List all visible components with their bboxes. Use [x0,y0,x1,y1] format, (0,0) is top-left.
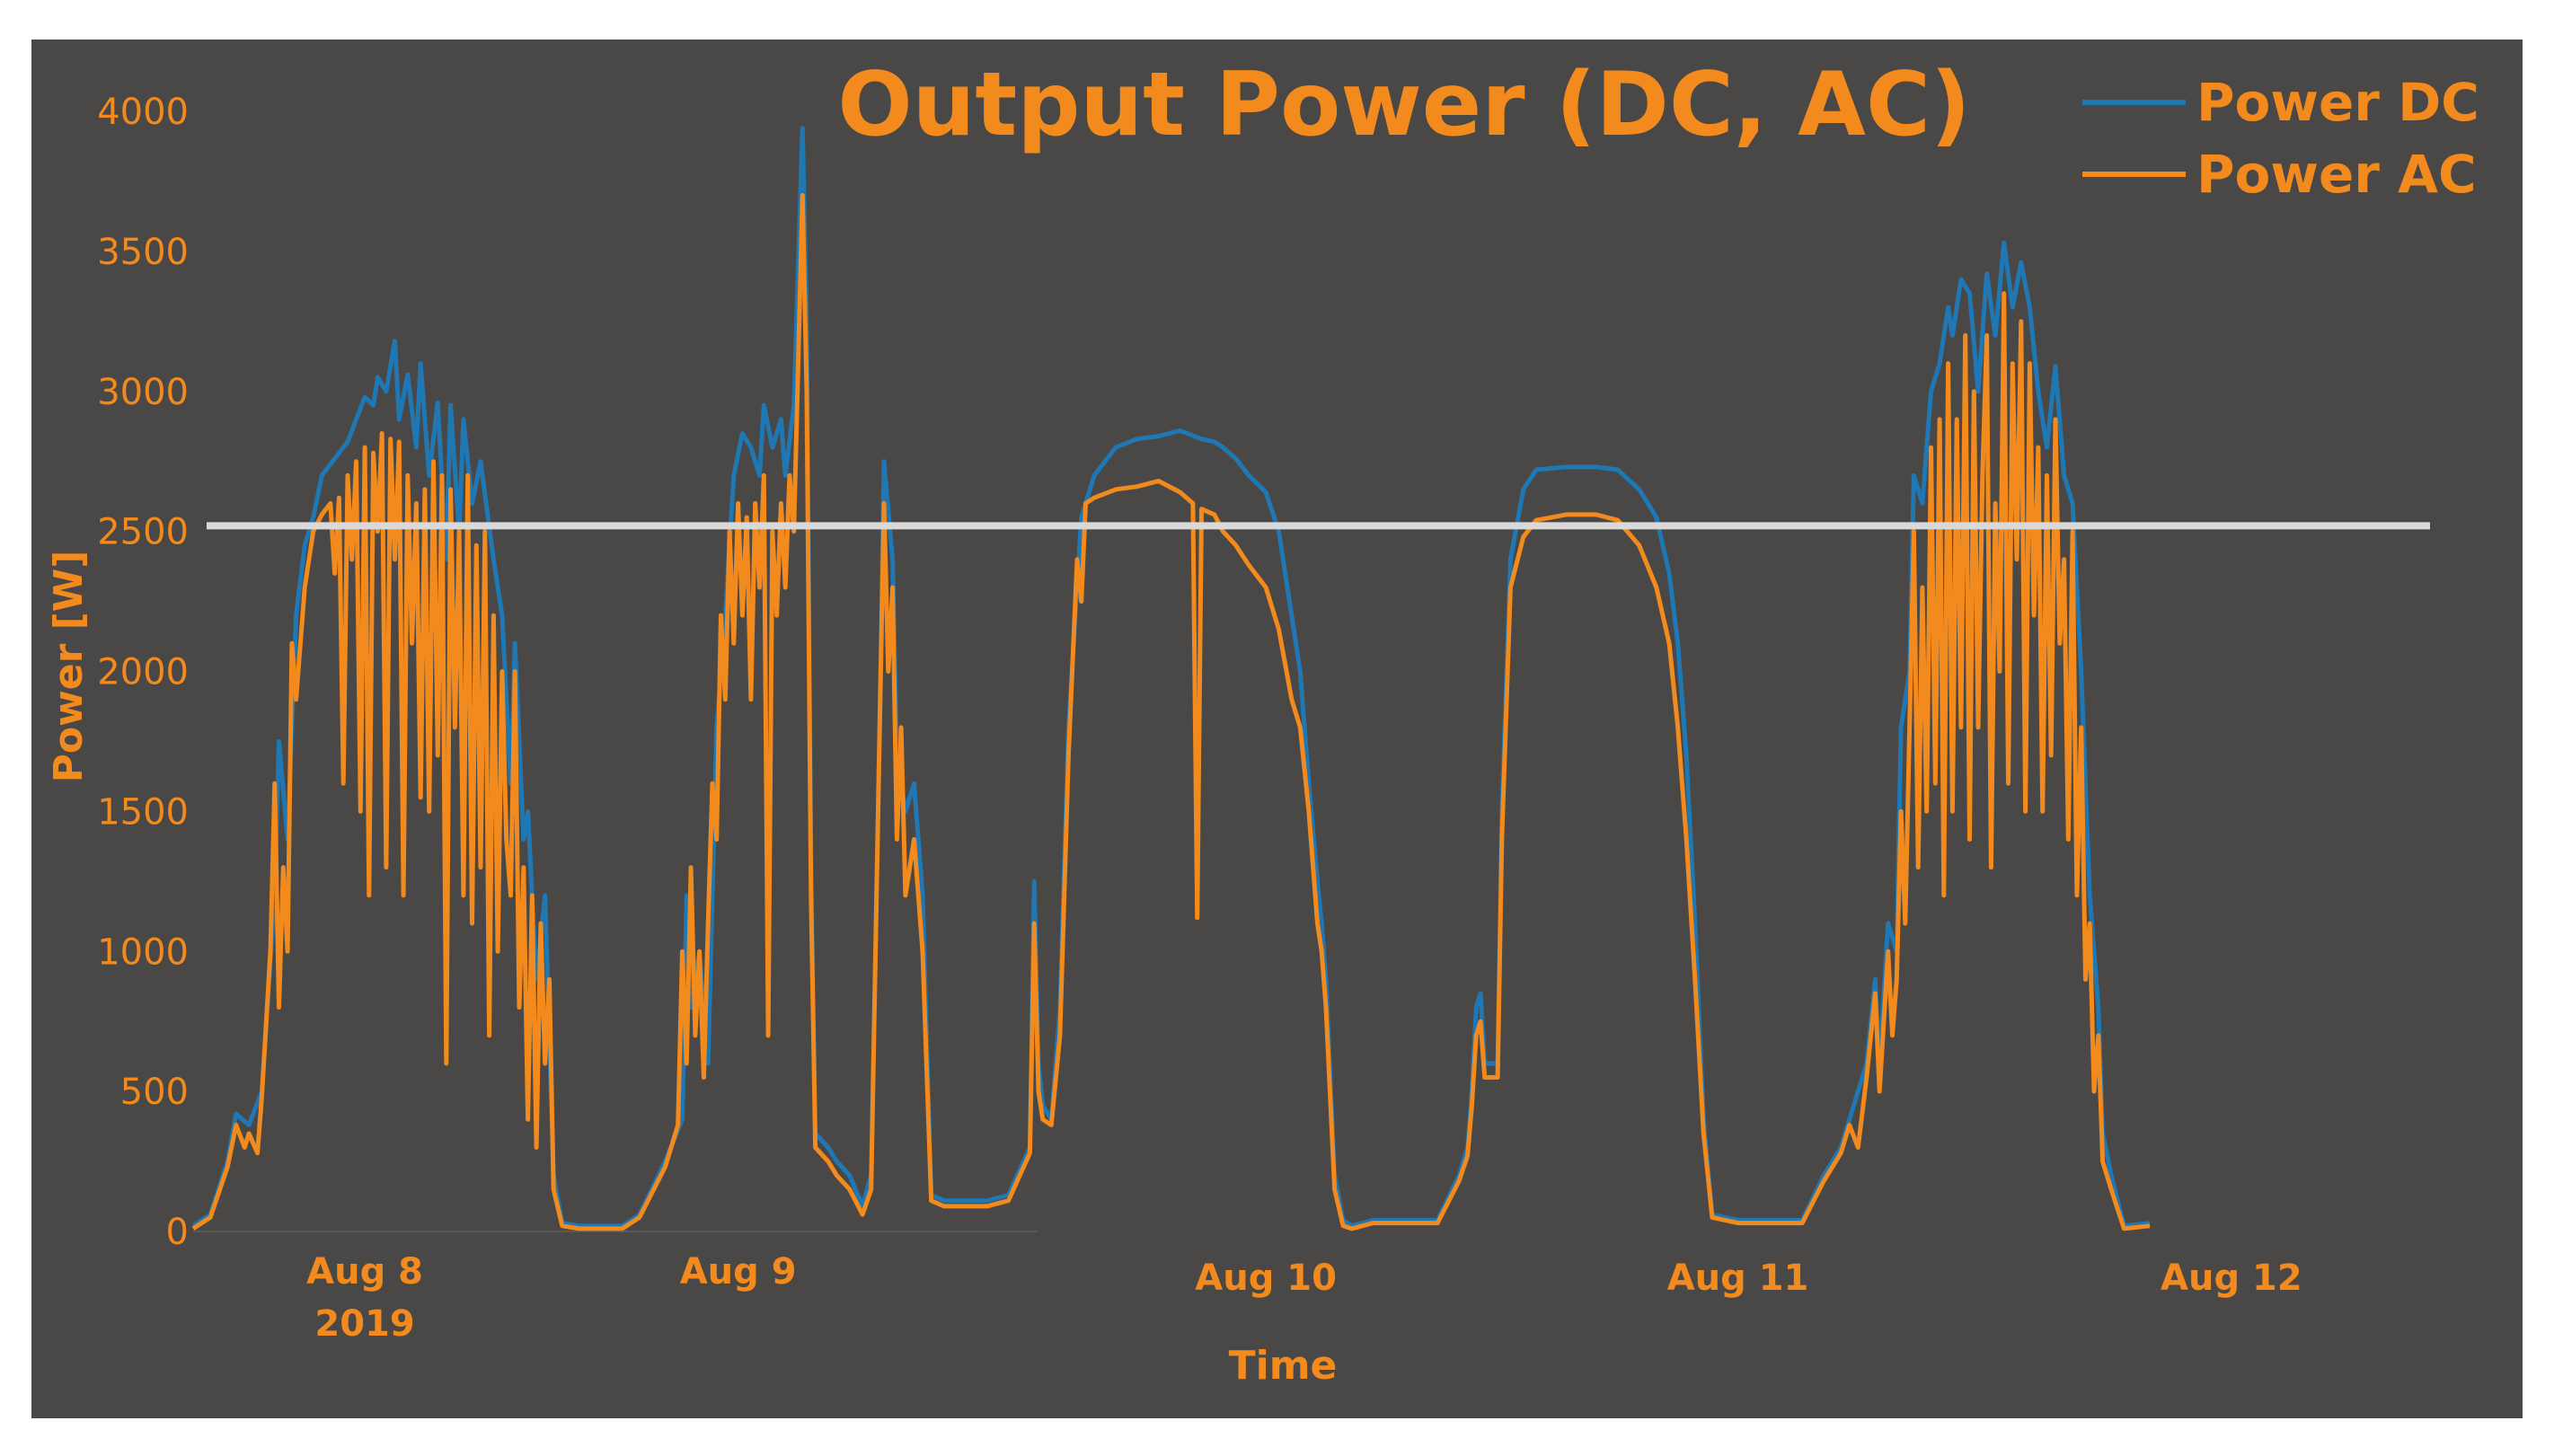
power-line-chart: 0 500 1000 1500 2000 2500 3000 3500 4000 Aug 8 20… [46,54,2479,1389]
x-tick-label: Aug 12 [2161,1257,2302,1299]
y-tick-label: 1000 [97,931,189,973]
series-line-power-dc [191,126,2151,1229]
y-axis-ticks: 0 500 1000 1500 2000 2500 3000 3500 4000 [97,92,189,1253]
x-axis-ticks: Aug 8 2019 Aug 9 Aug 10 Aug 11 Aug 12 [306,1251,2302,1345]
series-line-power-ac [191,193,2151,1231]
legend-label: Power AC [2196,144,2477,205]
y-tick-label: 0 [166,1212,189,1253]
y-axis-title: Power [W] [46,551,92,783]
x-tick-sublabel: 2019 [314,1303,414,1345]
chart-title: Output Power (DC, AC) [837,54,1970,156]
series-layer [191,126,2151,1231]
x-tick-label: Aug 9 [680,1251,797,1293]
legend-label: Power DC [2196,72,2479,133]
y-tick-label: 4000 [97,92,189,133]
x-tick-label: Aug 11 [1667,1257,1809,1299]
y-tick-label: 3000 [97,372,189,413]
legend: Power DC Power AC [2082,72,2479,205]
x-tick-label: Aug 10 [1195,1257,1337,1299]
y-tick-label: 3500 [97,232,189,273]
y-tick-label: 2000 [97,652,189,693]
x-tick-label: Aug 8 [306,1251,423,1293]
y-tick-label: 2500 [97,512,189,553]
x-axis-title: Time [1229,1343,1338,1389]
chart-area: 0 500 1000 1500 2000 2500 3000 3500 4000 Aug 8 20… [31,40,2523,1418]
y-tick-label: 500 [120,1072,189,1113]
y-tick-label: 1500 [97,791,189,833]
